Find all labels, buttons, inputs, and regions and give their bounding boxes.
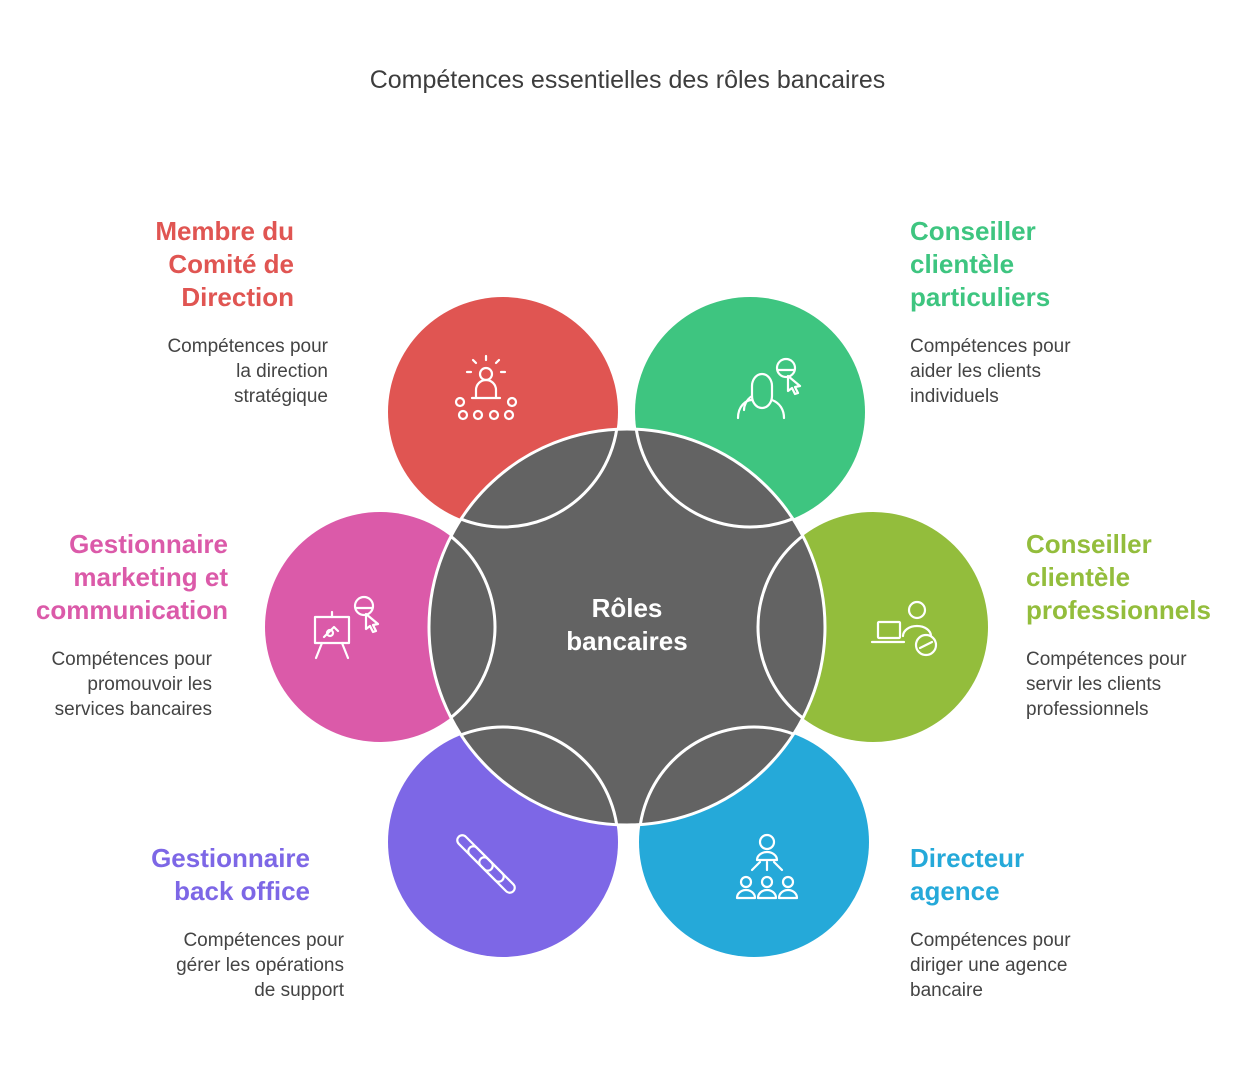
role-title-marketing: Gestionnaire marketing et communication <box>20 528 228 627</box>
customer-support-icon <box>736 357 802 420</box>
role-desc-line: gérer les opérations <box>176 955 344 976</box>
page-title: Compétences essentielles des rôles banca… <box>369 66 886 94</box>
role-desc-line: la direction <box>236 361 328 382</box>
role-title-line: clientèle <box>910 249 1015 279</box>
role-title-directeur-agence: Directeur agence <box>910 842 1130 908</box>
role-desc-line: aider les clients <box>910 361 1041 382</box>
role-desc-line: Compétences pour <box>910 336 1071 357</box>
presenter-audience-icon <box>454 354 518 421</box>
role-title-line: clientèle <box>1026 562 1131 592</box>
role-title-conseiller-particuliers: Conseiller clientèle particuliers <box>910 215 1130 314</box>
role-title-conseiller-professionnels: Conseiller clientèle professionnels <box>1026 528 1246 627</box>
role-desc-directeur-agence: Compétences pour diriger une agence banc… <box>910 928 1140 1003</box>
role-desc-back-office: Compétences pour gérer les opérations de… <box>114 928 344 1003</box>
role-title-line: communication <box>35 595 228 625</box>
role-desc-line: promouvoir les <box>87 674 212 695</box>
overlap-arcs <box>429 429 825 825</box>
role-title-line: Conseiller <box>1026 529 1152 559</box>
role-title-line: Membre du <box>155 216 294 246</box>
role-desc-line: diriger une agence <box>910 955 1068 976</box>
role-title-comite-direction: Membre du Comité de Direction <box>94 215 294 314</box>
role-title-back-office: Gestionnaire back office <box>100 842 310 908</box>
role-desc-line: servir les clients <box>1026 674 1162 695</box>
role-desc-line: individuels <box>910 386 999 407</box>
role-title-line: professionnels <box>1026 595 1211 625</box>
role-title-line: Comité de <box>168 249 294 279</box>
role-desc-line: Compétences pour <box>183 930 344 951</box>
role-desc-line: stratégique <box>233 386 328 407</box>
role-desc-line: Compétences pour <box>1026 649 1187 670</box>
role-title-line: Conseiller <box>910 216 1036 246</box>
center-hub <box>427 427 827 827</box>
role-desc-line: de support <box>254 980 344 1001</box>
role-desc-marketing: Compétences pour promouvoir les services… <box>12 647 212 722</box>
role-title-line: back office <box>174 876 310 906</box>
role-title-line: Gestionnaire <box>69 529 228 559</box>
center-label-line2: bancaires <box>566 626 688 656</box>
role-desc-conseiller-particuliers: Compétences pour aider les clients indiv… <box>910 334 1130 409</box>
role-title-line: marketing et <box>73 562 228 592</box>
presentation-easel-icon <box>313 595 380 660</box>
role-desc-line: Compétences pour <box>167 336 328 357</box>
role-title-line: Directeur <box>910 843 1025 873</box>
center-label-line1: Rôles <box>591 593 663 623</box>
role-desc-line: professionnels <box>1026 699 1149 720</box>
role-desc-line: Compétences pour <box>51 649 212 670</box>
center-label: Rôles bancaires <box>527 592 727 658</box>
role-title-line: Gestionnaire <box>151 843 310 873</box>
role-desc-line: services bancaires <box>54 699 212 720</box>
role-title-line: Direction <box>181 282 294 312</box>
team-leader-icon <box>735 833 799 900</box>
role-desc-conseiller-professionnels: Compétences pour servir les clients prof… <box>1026 647 1246 722</box>
role-desc-line: Compétences pour <box>910 930 1071 951</box>
role-desc-line: bancaire <box>910 980 983 1001</box>
tools-icon <box>456 834 516 894</box>
role-title-line: agence <box>910 876 1000 906</box>
laptop-user-icon <box>870 600 938 657</box>
role-desc-comite-direction: Compétences pour la direction stratégiqu… <box>108 334 328 409</box>
role-title-line: particuliers <box>910 282 1051 312</box>
